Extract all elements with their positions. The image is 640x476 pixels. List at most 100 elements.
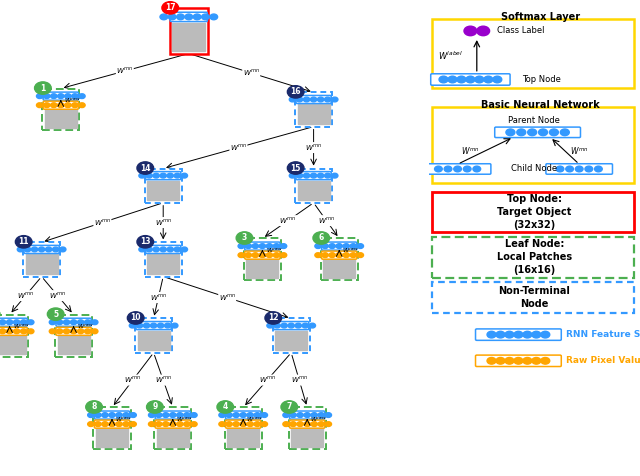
Circle shape	[287, 162, 304, 174]
FancyBboxPatch shape	[93, 407, 131, 449]
Circle shape	[28, 320, 34, 325]
Text: RNN Feature Space: RNN Feature Space	[566, 330, 640, 339]
Circle shape	[254, 413, 260, 417]
Text: 7: 7	[287, 403, 292, 411]
Circle shape	[281, 323, 287, 328]
Text: 12: 12	[268, 314, 278, 322]
Circle shape	[343, 253, 349, 258]
FancyBboxPatch shape	[23, 242, 60, 277]
Circle shape	[226, 413, 232, 417]
Circle shape	[517, 129, 526, 136]
Text: $W^{rnn}$: $W^{rnn}$	[116, 66, 133, 76]
Circle shape	[311, 422, 317, 426]
Circle shape	[170, 422, 176, 426]
Circle shape	[484, 76, 493, 83]
Circle shape	[457, 76, 466, 83]
Bar	[26, 255, 58, 274]
Circle shape	[49, 320, 56, 325]
Circle shape	[17, 247, 24, 252]
Text: $W^{rnn}$: $W^{rnn}$	[230, 142, 247, 153]
Circle shape	[36, 103, 43, 108]
Circle shape	[139, 247, 145, 252]
Circle shape	[532, 331, 541, 338]
Circle shape	[177, 422, 183, 426]
Text: $W^{raw}$: $W^{raw}$	[310, 415, 327, 424]
Circle shape	[24, 247, 31, 252]
FancyBboxPatch shape	[155, 411, 191, 419]
FancyBboxPatch shape	[495, 127, 580, 138]
Circle shape	[202, 14, 209, 20]
Text: $W^{raw}$: $W^{raw}$	[342, 246, 359, 255]
Circle shape	[317, 173, 324, 178]
Circle shape	[318, 413, 324, 417]
Bar	[147, 181, 179, 200]
Circle shape	[172, 323, 178, 328]
Circle shape	[51, 103, 57, 108]
FancyBboxPatch shape	[145, 171, 181, 180]
Circle shape	[156, 422, 162, 426]
Circle shape	[60, 247, 66, 252]
Circle shape	[31, 247, 38, 252]
Circle shape	[20, 320, 27, 325]
FancyBboxPatch shape	[0, 315, 28, 357]
Circle shape	[95, 413, 101, 417]
Circle shape	[86, 401, 102, 413]
Circle shape	[47, 308, 64, 320]
Bar	[138, 331, 170, 350]
Bar	[275, 331, 307, 350]
FancyBboxPatch shape	[295, 92, 332, 127]
Bar	[291, 420, 323, 447]
Circle shape	[303, 97, 310, 102]
Text: Softmax Layer: Softmax Layer	[501, 12, 580, 22]
Text: $W^{raw}$: $W^{raw}$	[266, 246, 282, 255]
FancyBboxPatch shape	[432, 282, 634, 313]
Circle shape	[288, 323, 294, 328]
Circle shape	[63, 329, 70, 334]
FancyBboxPatch shape	[431, 74, 510, 85]
Circle shape	[174, 247, 180, 252]
Circle shape	[184, 413, 190, 417]
FancyBboxPatch shape	[244, 251, 280, 259]
Circle shape	[273, 253, 280, 258]
Circle shape	[283, 422, 289, 426]
Circle shape	[274, 323, 280, 328]
FancyBboxPatch shape	[432, 19, 634, 88]
Circle shape	[254, 422, 260, 426]
FancyBboxPatch shape	[0, 318, 28, 327]
FancyBboxPatch shape	[476, 329, 561, 340]
Circle shape	[35, 82, 51, 94]
Circle shape	[217, 401, 234, 413]
Text: $W^{raw}$: $W^{raw}$	[246, 415, 263, 424]
Circle shape	[350, 244, 356, 248]
Text: $W^{raw}$: $W^{raw}$	[64, 96, 81, 105]
FancyBboxPatch shape	[432, 107, 634, 183]
Circle shape	[58, 94, 64, 99]
Circle shape	[532, 357, 541, 364]
Circle shape	[130, 413, 136, 417]
Circle shape	[324, 173, 331, 178]
Circle shape	[350, 253, 356, 258]
Circle shape	[463, 166, 471, 172]
Circle shape	[63, 320, 70, 325]
Circle shape	[193, 14, 201, 20]
Bar	[147, 255, 179, 274]
Circle shape	[311, 413, 317, 417]
Circle shape	[541, 331, 550, 338]
Circle shape	[473, 166, 481, 172]
Circle shape	[310, 173, 317, 178]
Text: $W^{raw}$: $W^{raw}$	[13, 322, 29, 331]
Circle shape	[156, 413, 162, 417]
Text: $W^{rnn}$: $W^{rnn}$	[461, 145, 480, 157]
Text: $W^{rnn}$: $W^{rnn}$	[150, 292, 167, 303]
Circle shape	[245, 244, 252, 248]
Circle shape	[148, 413, 155, 417]
Circle shape	[38, 247, 45, 252]
Circle shape	[318, 422, 324, 426]
Circle shape	[259, 244, 266, 248]
Circle shape	[240, 413, 246, 417]
Circle shape	[116, 422, 122, 426]
Circle shape	[505, 357, 514, 364]
Bar	[246, 251, 278, 278]
Circle shape	[324, 97, 331, 102]
Circle shape	[261, 413, 268, 417]
